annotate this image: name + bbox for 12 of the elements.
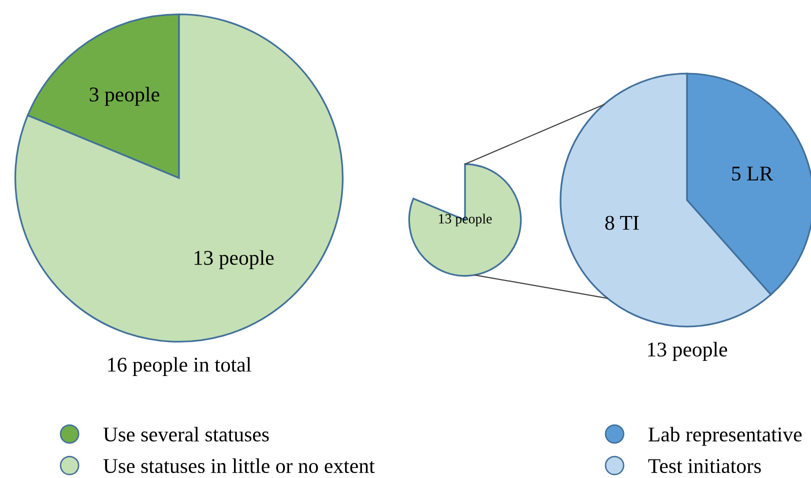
data-label: 3 people (90, 86, 160, 106)
legend-label: Lab representative (648, 426, 802, 446)
text: 13 people (439, 214, 492, 226)
text: 16 people in total (108, 357, 252, 376)
legend-label: Test initiators (648, 459, 761, 474)
pie-slice (14, 13, 344, 343)
legend-label: Use several statuses (103, 426, 269, 442)
data-label: 5 LR (732, 166, 774, 181)
legend-label: Use statuses in little or no extent (103, 458, 375, 474)
text: 13 people (648, 342, 728, 361)
data-label: 13 people (194, 250, 274, 270)
data-label: 8 TI (605, 216, 639, 230)
